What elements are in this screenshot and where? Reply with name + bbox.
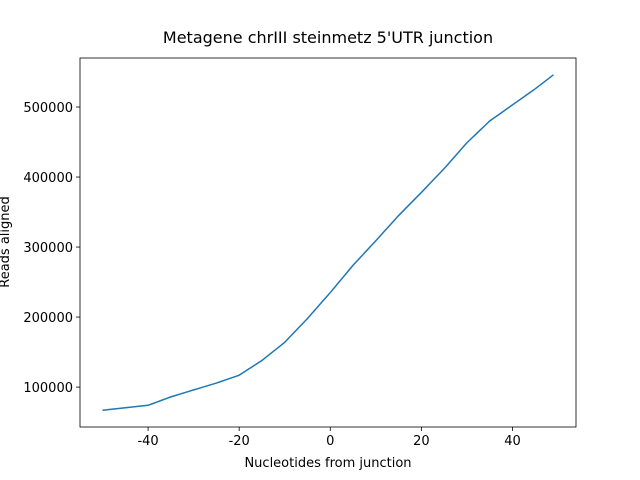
chart-title: Metagene chrIII steinmetz 5'UTR junction [163,28,493,47]
y-tick-label: 400000 [23,171,73,186]
x-tick-label: 40 [504,434,521,449]
y-tick-label: 500000 [23,101,73,116]
x-axis-label: Nucleotides from junction [244,456,411,471]
y-tick-label: 300000 [23,241,73,256]
y-axis-label: Reads aligned [0,196,13,288]
data-line [102,74,554,411]
x-tick-label: -20 [229,434,250,449]
y-tick-label: 200000 [23,311,73,326]
y-tick-label: 100000 [23,381,73,396]
plot-frame [79,57,577,428]
x-tick-label: 20 [413,434,430,449]
x-tick-label: 0 [326,434,334,449]
x-tick-label: -40 [137,434,158,449]
